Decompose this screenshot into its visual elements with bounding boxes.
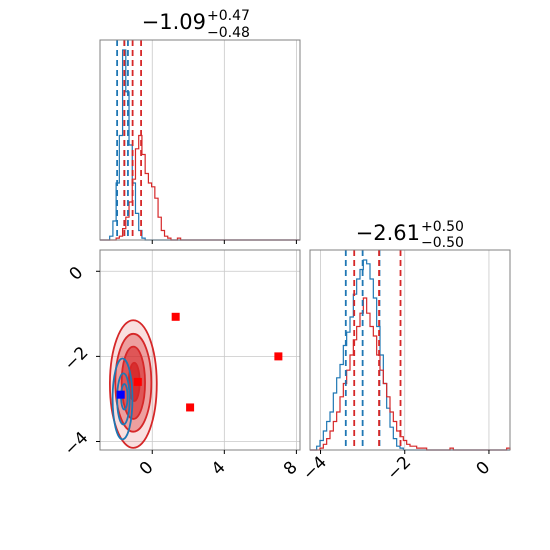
panel-param1-frame [99,39,301,241]
panel-param2-hist: −4 −2 0 −2.61 +0.50 −0.50 [299,219,511,485]
2d-ytick-label-0: −4 [61,428,93,460]
2d-ytick-label-1: −2 [61,343,93,375]
param1-hist-red [100,134,300,241]
blue-contour-1 [116,372,131,426]
red-marker-1 [274,352,283,361]
param2-title-minus: −0.50 [421,235,464,251]
2d-ytick-label-2: 0 [66,263,88,285]
param2-xtick-label-0: −4 [299,453,331,485]
red-marker-0 [171,312,180,321]
panel-2d-scatter: 0 4 8 −4 −2 0 [61,249,302,480]
blue-contour-0 [111,357,134,441]
param1-title-plus: +0.47 [207,8,250,24]
param2-xtick-label-1: −2 [383,453,415,485]
param2-title-plus: +0.50 [421,219,464,235]
param2-xtick-label-2: 0 [473,458,495,480]
panel-2d-frame [99,249,301,451]
param2-hist-blue [310,259,510,451]
param2-title-value: −2.61 [356,221,420,245]
blue-marker-0 [116,390,125,399]
red-marker-2 [186,403,195,412]
2d-xtick-label-0: 0 [136,458,158,480]
2d-xtick-label-1: 4 [208,458,230,480]
param1-hist-blue [100,49,300,241]
param1-title-value: −1.09 [142,10,206,34]
panel-param1-hist: −1.09 +0.47 −0.48 [99,8,301,244]
panel-param2-frame [309,249,511,451]
2d-xtick-label-2: 8 [280,458,302,480]
param1-title-minus: −0.48 [207,25,250,41]
red-marker-3 [133,377,142,386]
